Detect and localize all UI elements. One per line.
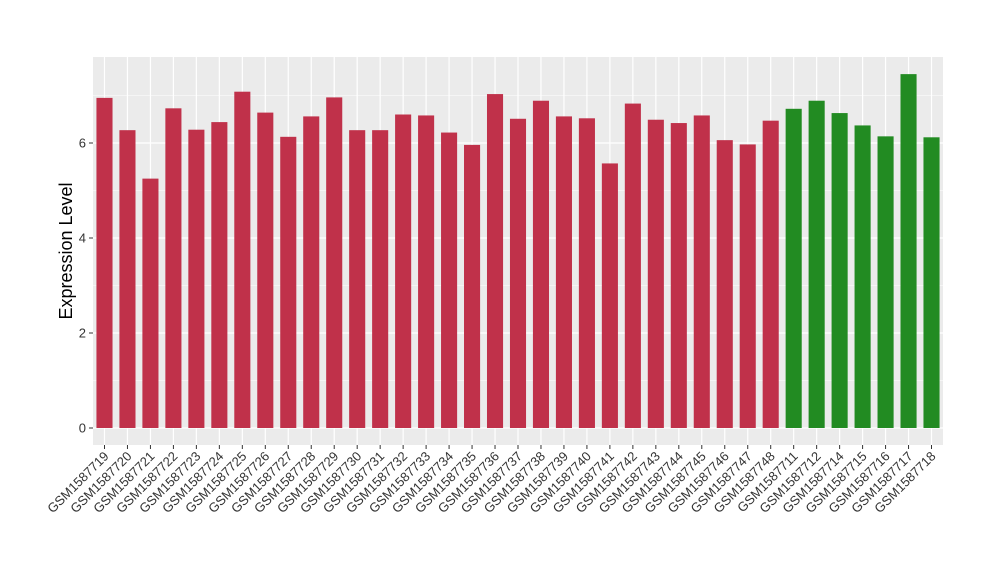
bar [601,163,618,429]
bar [624,103,641,428]
bar [854,125,871,429]
bar [486,94,504,428]
y-tick-label: 4 [79,231,86,246]
bar [418,115,435,428]
bar [165,108,182,428]
bar [555,116,572,429]
y-tick-label: 2 [79,326,86,341]
bar [280,136,297,428]
bar [96,97,113,428]
bar [464,144,481,428]
bars [96,74,940,429]
bar [739,144,756,429]
bar [119,130,136,429]
bar [211,122,228,428]
bar [188,129,205,428]
bar [716,140,733,428]
y-axis: 0 2 4 6 [79,136,93,436]
bar [234,91,251,428]
bar [762,120,779,429]
bar [395,114,412,428]
bar [142,178,159,428]
y-tick-label: 6 [79,136,86,151]
bar [877,136,894,428]
bar [808,100,825,428]
bar [693,115,710,428]
bar [670,123,687,429]
bar [900,74,917,428]
bar [257,112,274,428]
bar [326,97,343,429]
y-axis-label: Expression Level [56,182,76,319]
bar [647,119,664,428]
bar [831,113,848,428]
bar [923,137,940,429]
bar [372,130,389,429]
bar [785,108,802,429]
bar [349,130,366,429]
bar [578,118,595,429]
y-tick-label: 0 [79,421,86,436]
bar [441,132,458,429]
bar [303,116,320,429]
bar [509,118,527,429]
x-axis: GSM1587719GSM1587720GSM1587721GSM1587722… [44,445,939,516]
bar [532,100,550,428]
